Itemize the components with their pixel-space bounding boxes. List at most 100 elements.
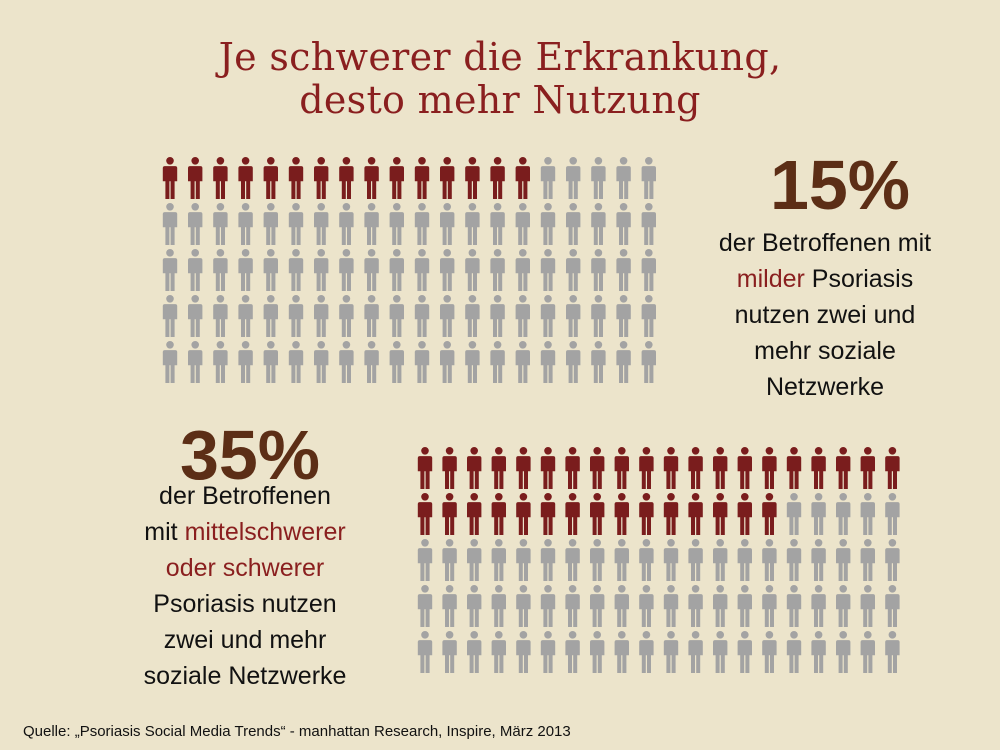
description-severe-line-4: Psoriasis nutzen (153, 590, 337, 618)
severe-person-icon-72 (688, 585, 703, 627)
severe-person-icon-41 (417, 539, 433, 581)
description-severe-line-2: mit mittelschwerer (95, 514, 395, 550)
highlight-severe-2: oder schwerer (165, 554, 325, 582)
severe-person-icon-71 (663, 585, 679, 627)
severe-person-icon-55 (762, 539, 777, 581)
mild-person-icon-16 (540, 157, 556, 199)
description-mild-line-2: milder Psoriasis (680, 261, 970, 297)
mild-person-icon-1 (162, 157, 178, 199)
mild-person-icon-90 (389, 341, 404, 383)
mild-person-icon-35 (515, 203, 530, 245)
mild-person-icon-36 (540, 203, 556, 245)
severe-person-icon-47 (565, 539, 580, 581)
mild-person-icon-80 (641, 295, 656, 337)
severe-person-icon-40 (885, 493, 900, 535)
severe-person-icon-23 (467, 493, 482, 535)
severe-person-icon-20 (885, 447, 900, 489)
severe-person-icon-12 (688, 447, 703, 489)
mild-person-icon-28 (339, 203, 354, 245)
severe-person-icon-86 (540, 631, 556, 673)
mild-person-icon-59 (616, 249, 631, 291)
mild-person-icon-78 (591, 295, 606, 337)
severe-person-icon-3 (467, 447, 482, 489)
severe-person-icon-66 (540, 585, 556, 627)
mild-person-icon-3 (213, 157, 228, 199)
severe-person-icon-64 (491, 585, 506, 627)
mild-person-icon-63 (213, 295, 228, 337)
description-mild-line-3: nutzen zwei und (734, 301, 916, 329)
severe-person-icon-58 (836, 539, 851, 581)
mild-person-icon-54 (490, 249, 505, 291)
mild-person-icon-17 (566, 157, 581, 199)
description-severe: der Betroffenen mit mittelschwerer oder … (95, 478, 395, 694)
severe-person-icon-78 (836, 585, 851, 627)
severe-person-icon-97 (811, 631, 826, 673)
severe-person-icon-29 (614, 493, 629, 535)
mild-person-icon-40 (641, 203, 656, 245)
severe-person-icon-54 (737, 539, 752, 581)
mild-person-icon-81 (162, 341, 178, 383)
mild-person-icon-10 (389, 157, 404, 199)
description-mild: der Betroffenen mit milder Psoriasis nut… (680, 225, 970, 405)
severe-person-icon-56 (786, 539, 802, 581)
severe-person-icon-67 (565, 585, 580, 627)
mild-person-icon-99 (616, 341, 631, 383)
severe-person-icon-15 (762, 447, 777, 489)
description-severe-line-6: soziale Netzwerke (143, 662, 347, 690)
severe-person-icon-45 (516, 539, 531, 581)
mild-person-icon-92 (440, 341, 455, 383)
mild-person-icon-18 (591, 157, 606, 199)
severe-person-icon-48 (590, 539, 605, 581)
description-severe-line-5: zwei und mehr (163, 626, 327, 654)
severe-person-icon-93 (713, 631, 728, 673)
severe-person-icon-17 (811, 447, 826, 489)
mild-person-icon-50 (389, 249, 404, 291)
mild-person-icon-43 (213, 249, 228, 291)
mild-person-icon-45 (263, 249, 278, 291)
severe-person-icon-51 (663, 539, 679, 581)
mild-person-icon-20 (641, 157, 656, 199)
severe-person-icon-38 (836, 493, 851, 535)
severe-person-icon-100 (885, 631, 900, 673)
mild-person-icon-32 (440, 203, 455, 245)
severe-person-icon-8 (590, 447, 605, 489)
severe-person-icon-25 (516, 493, 531, 535)
mild-person-icon-29 (364, 203, 379, 245)
mild-person-icon-13 (465, 157, 480, 199)
mild-person-icon-60 (641, 249, 656, 291)
mild-person-icon-100 (641, 341, 656, 383)
mild-person-icon-4 (238, 157, 253, 199)
mild-person-icon-85 (263, 341, 278, 383)
mild-person-icon-33 (465, 203, 480, 245)
mild-person-icon-58 (591, 249, 606, 291)
severe-person-icon-24 (491, 493, 506, 535)
mild-person-icon-27 (314, 203, 329, 245)
mild-person-icon-11 (414, 157, 430, 199)
severe-person-icon-34 (737, 493, 752, 535)
mild-person-icon-24 (238, 203, 253, 245)
mild-person-icon-49 (364, 249, 379, 291)
description-mild-line-5: Netzwerke (765, 373, 885, 401)
severe-person-icon-32 (688, 493, 703, 535)
severe-person-icon-95 (762, 631, 777, 673)
mild-person-icon-7 (314, 157, 329, 199)
value-label-severe: 35% (179, 416, 321, 494)
mild-person-icon-93 (465, 341, 480, 383)
pictogram-grid-mild (162, 157, 656, 383)
severe-person-icon-74 (737, 585, 752, 627)
mild-person-icon-23 (213, 203, 228, 245)
mild-person-icon-71 (414, 295, 430, 337)
severe-person-icon-76 (786, 585, 802, 627)
mild-person-icon-41 (162, 249, 178, 291)
mild-person-icon-61 (162, 295, 178, 337)
severe-person-icon-92 (688, 631, 703, 673)
severe-person-icon-84 (491, 631, 506, 673)
severe-person-icon-70 (639, 585, 654, 627)
severe-person-icon-63 (467, 585, 482, 627)
severe-person-icon-11 (663, 447, 679, 489)
mild-person-icon-87 (314, 341, 329, 383)
mild-person-icon-66 (288, 295, 304, 337)
mild-person-icon-2 (188, 157, 203, 199)
mild-person-icon-34 (490, 203, 505, 245)
severe-person-icon-99 (860, 631, 875, 673)
